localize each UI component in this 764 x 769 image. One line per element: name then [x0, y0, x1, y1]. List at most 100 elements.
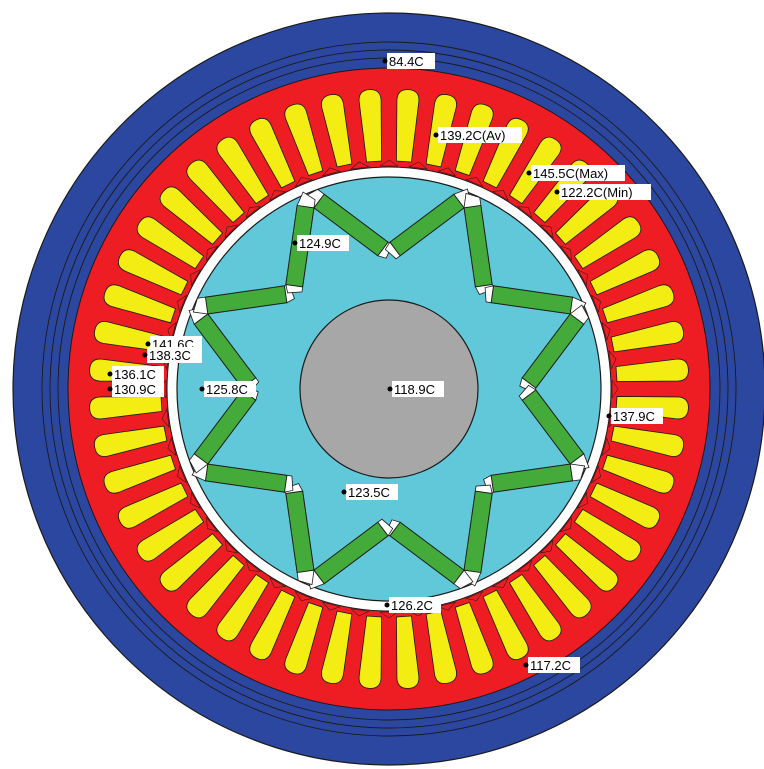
- tooth-tip-shape: [224, 539, 239, 554]
- probe-marker-icon: [107, 371, 113, 377]
- tooth-tip-shape: [190, 491, 202, 509]
- tooth-tip-shape: [576, 269, 588, 287]
- winding-slot: [554, 533, 619, 592]
- tooth-tip-shape: [350, 608, 370, 617]
- probe-label: 136.1C: [114, 367, 156, 382]
- tooth-tip: [167, 321, 177, 341]
- probe-rotor-lower: 123.5C: [341, 484, 398, 500]
- tooth-tip: [601, 437, 611, 457]
- tooth-tip-shape: [321, 167, 341, 177]
- flux-barrier: [192, 296, 209, 315]
- tooth-tip-shape: [177, 465, 187, 484]
- winding-slot: [186, 159, 245, 224]
- stator-slot: [249, 117, 296, 189]
- probe-label: 138.3C: [149, 348, 191, 363]
- tooth-tip: [465, 591, 484, 601]
- tooth-tip-shape: [437, 601, 457, 611]
- tooth-tip: [591, 294, 601, 313]
- probe-rotor-bottom: 126.2C: [384, 597, 441, 613]
- probe-label-background: [531, 165, 625, 181]
- probe-rotor-left: 125.8C: [199, 381, 256, 397]
- tooth-tip: [224, 224, 239, 239]
- tooth-tip-shape: [559, 245, 572, 262]
- tooth-tip-shape: [437, 167, 457, 177]
- winding-slot: [216, 136, 270, 205]
- magnet-bar: [192, 284, 295, 315]
- tooth-tip-shape: [601, 437, 611, 457]
- winding-slot: [358, 615, 382, 689]
- tooth-tip-shape: [206, 516, 219, 533]
- probe-winding-left-4: 130.9C: [107, 381, 164, 397]
- winding-slot: [89, 396, 163, 420]
- flux-barrier: [284, 474, 294, 493]
- probe-winding-max: 145.5C(Max): [526, 165, 625, 181]
- stator-slot: [396, 615, 420, 689]
- tooth-tip: [591, 465, 601, 484]
- tooth-tip-shape: [167, 321, 177, 341]
- tooth-tip: [539, 539, 554, 554]
- rotor-pole: [307, 518, 474, 590]
- probe-label-background: [611, 408, 663, 424]
- tooth-tip: [379, 159, 399, 167]
- tooth-tip-shape: [350, 161, 370, 170]
- tooth-tip: [177, 465, 187, 484]
- probe-stator-yoke: 117.2C: [523, 657, 580, 673]
- probe-label: 126.2C: [391, 598, 433, 613]
- tooth-tip: [294, 177, 313, 187]
- probe-winding-average: 139.2C(Av): [433, 127, 522, 143]
- stator-slot: [186, 554, 245, 619]
- tooth-tip-shape: [177, 294, 187, 313]
- probe-marker-icon: [145, 341, 151, 347]
- winding-slot: [482, 589, 529, 661]
- stator-tooth-tips: [159, 159, 619, 619]
- tooth-tip-shape: [294, 591, 313, 601]
- probe-label-background: [112, 366, 164, 382]
- probe-label: 84.4C: [389, 54, 424, 69]
- tooth-tip: [559, 516, 572, 533]
- winding-slot: [454, 601, 494, 675]
- stator-slot: [103, 454, 177, 494]
- tooth-tip: [408, 161, 428, 170]
- probe-label-background: [387, 53, 435, 69]
- tooth-tip: [269, 190, 287, 202]
- winding-slot: [573, 508, 642, 562]
- tooth-tip: [437, 167, 457, 177]
- tooth-tip: [437, 601, 457, 611]
- winding-slot: [186, 554, 245, 619]
- tooth-tip: [611, 379, 619, 399]
- winding-slot: [425, 610, 457, 684]
- tooth-tip-shape: [576, 491, 588, 509]
- probe-marker-icon: [523, 662, 529, 668]
- stator-slot: [321, 94, 353, 168]
- stator-slot: [321, 610, 353, 684]
- tooth-tip-shape: [269, 190, 287, 202]
- probe-marker-icon: [142, 352, 148, 358]
- stator-slot: [533, 554, 592, 619]
- stator-slot: [615, 358, 689, 382]
- winding-slot: [249, 117, 296, 189]
- stator-slot: [425, 610, 457, 684]
- flux-barrier: [463, 192, 482, 209]
- tooth-tip-shape: [161, 408, 170, 428]
- tooth-tip-shape: [408, 161, 428, 170]
- tooth-tip: [516, 206, 533, 219]
- rotor-pole: [304, 188, 471, 260]
- tooth-tip-shape: [167, 437, 177, 457]
- tooth-tip-shape: [611, 379, 619, 399]
- tooth-tip: [190, 269, 202, 287]
- winding-slot: [159, 186, 224, 245]
- winding-slot: [117, 249, 189, 296]
- tooth-tip: [491, 190, 509, 202]
- tooth-tip: [167, 437, 177, 457]
- winding-slot: [615, 358, 689, 382]
- tooth-tip-shape: [591, 465, 601, 484]
- tooth-tip-shape: [269, 576, 287, 588]
- probe-marker-icon: [387, 386, 393, 392]
- probe-label-background: [297, 235, 349, 251]
- rotor-pole: [462, 463, 586, 587]
- stator-slot: [117, 249, 189, 296]
- winding-slot: [601, 284, 675, 324]
- stator-slot: [610, 425, 684, 457]
- tooth-tip: [539, 224, 554, 239]
- stator-slot: [508, 573, 562, 642]
